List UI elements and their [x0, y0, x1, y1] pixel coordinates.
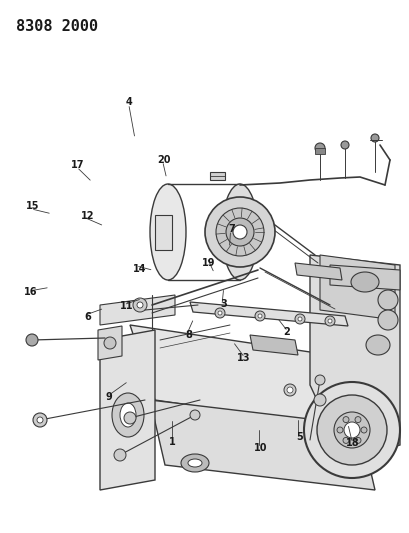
- Text: 15: 15: [26, 201, 39, 211]
- Text: 19: 19: [202, 258, 215, 268]
- Polygon shape: [98, 326, 122, 360]
- Ellipse shape: [180, 454, 209, 472]
- Polygon shape: [130, 325, 354, 430]
- Text: 8: 8: [185, 330, 191, 340]
- Circle shape: [232, 225, 246, 239]
- Circle shape: [257, 314, 261, 318]
- Circle shape: [286, 387, 292, 393]
- Polygon shape: [319, 255, 394, 320]
- Circle shape: [104, 337, 116, 349]
- Ellipse shape: [216, 208, 263, 256]
- Polygon shape: [329, 265, 399, 290]
- Polygon shape: [189, 302, 347, 326]
- Text: 9: 9: [105, 392, 112, 402]
- Circle shape: [340, 141, 348, 149]
- Ellipse shape: [188, 459, 202, 467]
- Circle shape: [218, 311, 221, 315]
- Circle shape: [336, 427, 342, 433]
- Circle shape: [360, 427, 366, 433]
- Circle shape: [26, 334, 38, 346]
- Circle shape: [324, 316, 334, 326]
- Ellipse shape: [120, 403, 136, 427]
- Text: 11: 11: [120, 302, 133, 311]
- Text: 5: 5: [295, 432, 302, 442]
- Text: 10: 10: [253, 443, 266, 453]
- Text: 18: 18: [345, 439, 359, 448]
- Circle shape: [342, 438, 348, 443]
- Polygon shape: [309, 255, 399, 460]
- Ellipse shape: [377, 310, 397, 330]
- Circle shape: [294, 314, 304, 324]
- Polygon shape: [209, 172, 225, 180]
- Circle shape: [37, 417, 43, 423]
- Circle shape: [254, 311, 264, 321]
- Circle shape: [124, 412, 136, 424]
- Circle shape: [313, 394, 325, 406]
- Ellipse shape: [112, 393, 144, 437]
- Text: 13: 13: [237, 353, 250, 363]
- Ellipse shape: [303, 382, 399, 478]
- Circle shape: [214, 308, 225, 318]
- Circle shape: [342, 417, 348, 423]
- Circle shape: [114, 449, 126, 461]
- Polygon shape: [150, 400, 374, 490]
- Ellipse shape: [204, 197, 274, 267]
- Circle shape: [133, 298, 147, 312]
- Ellipse shape: [225, 218, 254, 246]
- Polygon shape: [294, 263, 341, 280]
- Polygon shape: [100, 330, 155, 490]
- Ellipse shape: [150, 184, 186, 280]
- Text: 14: 14: [133, 264, 146, 274]
- Polygon shape: [100, 295, 175, 325]
- Ellipse shape: [221, 184, 257, 280]
- Circle shape: [327, 319, 331, 323]
- Circle shape: [189, 410, 200, 420]
- Circle shape: [333, 412, 369, 448]
- Text: 17: 17: [71, 160, 84, 170]
- Text: 8308 2000: 8308 2000: [16, 19, 98, 34]
- Ellipse shape: [316, 395, 386, 465]
- Text: 16: 16: [24, 287, 37, 297]
- Ellipse shape: [365, 335, 389, 355]
- Circle shape: [314, 143, 324, 153]
- Polygon shape: [249, 335, 297, 355]
- Circle shape: [354, 417, 360, 423]
- Circle shape: [33, 413, 47, 427]
- Ellipse shape: [350, 272, 378, 292]
- Polygon shape: [155, 215, 172, 250]
- Text: 20: 20: [157, 155, 170, 165]
- Text: 6: 6: [85, 312, 91, 322]
- Circle shape: [297, 317, 301, 321]
- Text: 1: 1: [169, 438, 175, 447]
- Circle shape: [314, 375, 324, 385]
- Text: 12: 12: [81, 211, 94, 221]
- Text: 4: 4: [126, 98, 132, 107]
- Circle shape: [354, 438, 360, 443]
- Polygon shape: [314, 148, 324, 154]
- Text: 7: 7: [228, 224, 234, 234]
- Circle shape: [370, 134, 378, 142]
- Ellipse shape: [377, 290, 397, 310]
- Text: 2: 2: [283, 327, 290, 336]
- Circle shape: [137, 302, 143, 308]
- Circle shape: [283, 384, 295, 396]
- Text: 3: 3: [220, 299, 226, 309]
- Circle shape: [343, 422, 359, 438]
